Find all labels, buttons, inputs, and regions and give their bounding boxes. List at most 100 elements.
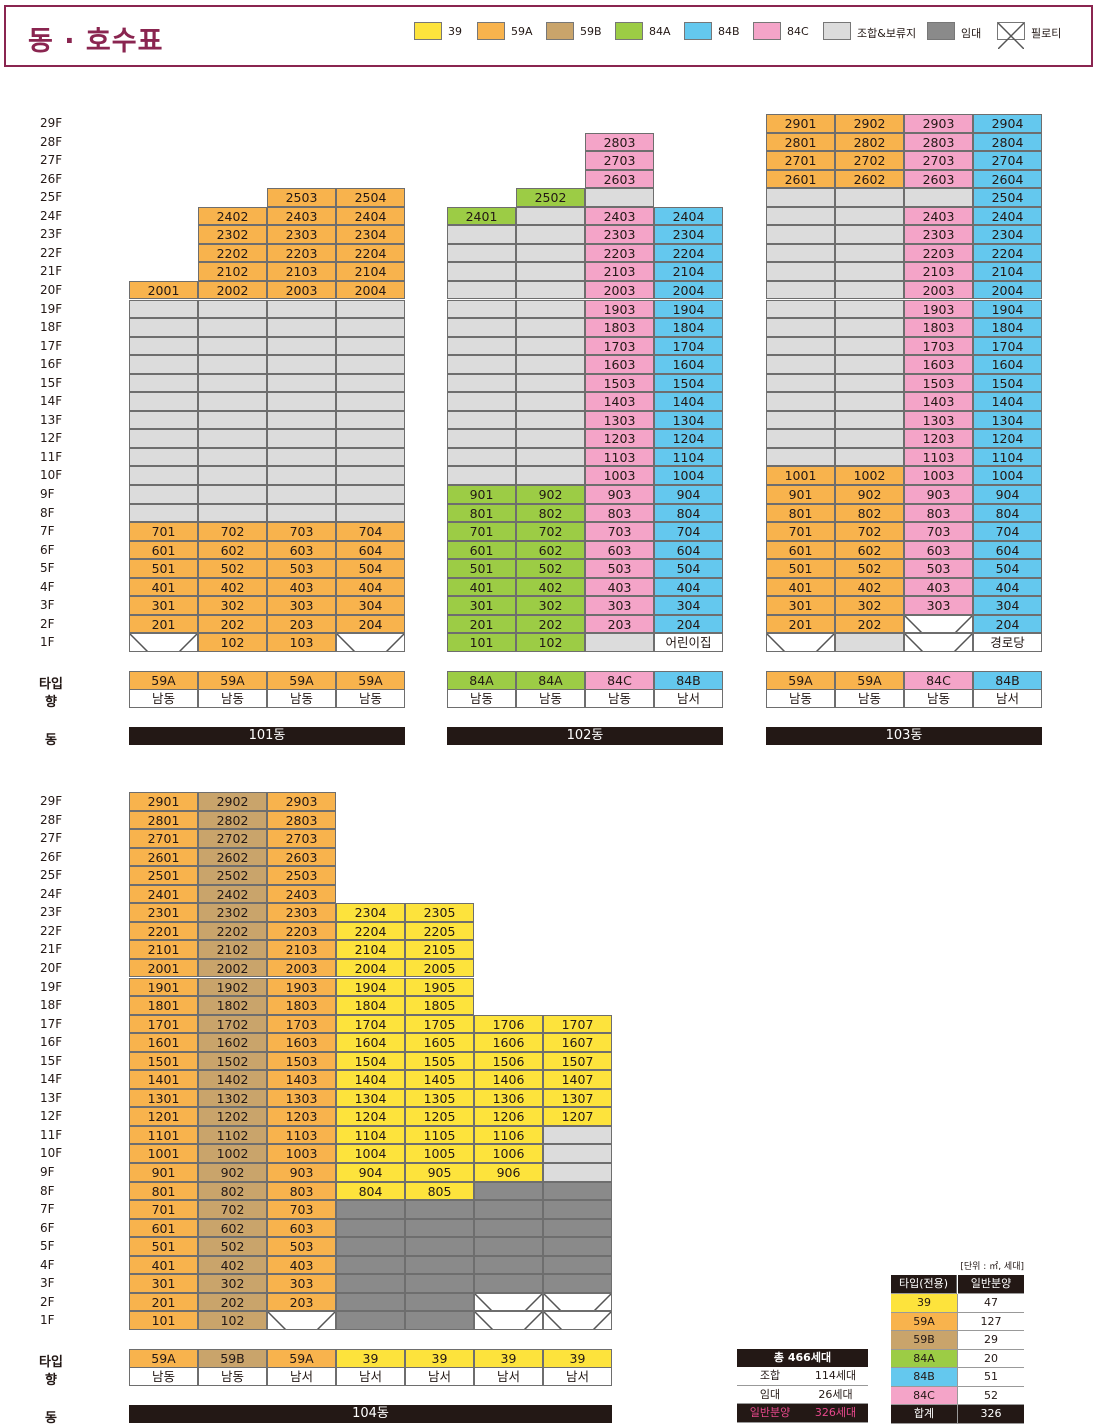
unit-cell: 602 bbox=[198, 1218, 267, 1238]
unit-cell: 501 bbox=[129, 559, 198, 578]
unit-cell bbox=[198, 318, 267, 337]
unit-cell bbox=[835, 410, 904, 430]
unit-cell: 201 bbox=[129, 1292, 198, 1312]
unit-cell: 903 bbox=[267, 1163, 336, 1182]
legend-swatch bbox=[927, 22, 955, 40]
floor-label: 12F bbox=[40, 431, 63, 446]
floor-label: 5F bbox=[40, 1239, 55, 1254]
unit-cell bbox=[405, 1274, 474, 1293]
unit-cell: 1104 bbox=[973, 447, 1042, 467]
type-cell: 59A bbox=[267, 1349, 336, 1368]
unit-cell: 1304 bbox=[973, 410, 1042, 430]
unit-cell bbox=[543, 1181, 612, 1201]
unit-cell: 1201 bbox=[129, 1107, 198, 1126]
unit-cell: 703 bbox=[904, 522, 973, 541]
unit-cell: 1404 bbox=[336, 1070, 405, 1089]
unit-cell: 1106 bbox=[474, 1125, 543, 1145]
floor-label: 13F bbox=[40, 1090, 63, 1105]
legend-label: 39 bbox=[448, 25, 462, 38]
direction-cell: 남서 bbox=[336, 1367, 405, 1386]
unit-cell: 1102 bbox=[198, 1125, 267, 1145]
unit-cell bbox=[766, 447, 835, 467]
unit-cell bbox=[766, 243, 835, 263]
type-cell: 39 bbox=[474, 1349, 543, 1368]
unit-cell: 101 bbox=[129, 1311, 198, 1330]
unit-cell: 601 bbox=[766, 540, 835, 560]
unit-cell: 601 bbox=[129, 540, 198, 560]
unit-cell: 2003 bbox=[267, 958, 336, 978]
piloti-cell bbox=[474, 1311, 543, 1330]
unit-cell bbox=[835, 336, 904, 356]
area-value-cell: 326 bbox=[958, 1405, 1024, 1424]
unit-cell: 904 bbox=[654, 485, 723, 504]
unit-cell: 2602 bbox=[198, 847, 267, 867]
unit-cell: 502 bbox=[835, 559, 904, 578]
direction-row-label: 향 bbox=[45, 695, 57, 710]
unit-cell: 2603 bbox=[904, 169, 973, 189]
piloti-cross-icon bbox=[905, 634, 972, 652]
unit-cell bbox=[198, 410, 267, 430]
unit-cell: 1403 bbox=[585, 392, 654, 411]
unit-cell: 802 bbox=[516, 503, 585, 523]
unit-cell: 1004 bbox=[654, 466, 723, 485]
unit-cell bbox=[543, 1125, 612, 1145]
unit-cell: 1404 bbox=[973, 392, 1042, 411]
unit-cell: 1603 bbox=[904, 355, 973, 374]
piloti-cell bbox=[267, 1311, 336, 1330]
unit-cell: 2303 bbox=[585, 225, 654, 244]
unit-cell: 201 bbox=[129, 614, 198, 634]
unit-cell: 803 bbox=[585, 503, 654, 523]
unit-cell: 1101 bbox=[129, 1125, 198, 1145]
unit-cell: 402 bbox=[835, 577, 904, 597]
unit-cell: 903 bbox=[585, 485, 654, 504]
unit-cell: 2204 bbox=[973, 243, 1042, 263]
floor-label: 24F bbox=[40, 886, 63, 901]
unit-cell: 1603 bbox=[585, 355, 654, 374]
unit-cell: 304 bbox=[336, 596, 405, 615]
unit-cell bbox=[336, 299, 405, 319]
unit-cell: 1704 bbox=[973, 336, 1042, 356]
unit-cell: 1903 bbox=[267, 977, 336, 997]
unit-cell: 1904 bbox=[336, 977, 405, 997]
unit-cell: 1304 bbox=[336, 1088, 405, 1108]
legend-label: 59B bbox=[580, 25, 602, 38]
unit-cell bbox=[447, 447, 516, 467]
unit-cell: 1005 bbox=[405, 1144, 474, 1163]
unit-cell: 2904 bbox=[973, 114, 1042, 133]
unit-cell: 704 bbox=[336, 522, 405, 541]
unit-cell: 302 bbox=[835, 596, 904, 615]
direction-cell: 남서 bbox=[543, 1367, 612, 1386]
unit-cell: 1507 bbox=[543, 1051, 612, 1071]
unit-cell: 2803 bbox=[585, 132, 654, 152]
unit-cell: 202 bbox=[516, 614, 585, 634]
floor-label: 7F bbox=[40, 524, 55, 539]
unit-cell: 1204 bbox=[973, 429, 1042, 448]
unit-cell: 703 bbox=[267, 1200, 336, 1219]
unit-cell: 904 bbox=[336, 1163, 405, 1182]
unit-cell bbox=[835, 225, 904, 244]
unit-note: [단위 : ㎡, 세대] bbox=[960, 1262, 1024, 1272]
unit-cell bbox=[336, 392, 405, 411]
unit-cell: 804 bbox=[336, 1181, 405, 1201]
unit-cell: 2304 bbox=[654, 225, 723, 244]
unit-cell: 603 bbox=[267, 540, 336, 560]
unit-cell bbox=[336, 447, 405, 467]
type-cell: 84C bbox=[585, 671, 654, 690]
unit-cell: 202 bbox=[198, 1292, 267, 1312]
unit-cell: 2403 bbox=[267, 884, 336, 904]
piloti-cross-icon bbox=[998, 23, 1024, 49]
direction-row-label: 향 bbox=[45, 1373, 57, 1388]
unit-cell: 402 bbox=[516, 577, 585, 597]
unit-cell bbox=[405, 1237, 474, 1256]
unit-cell bbox=[835, 392, 904, 411]
unit-cell: 1307 bbox=[543, 1088, 612, 1108]
unit-cell bbox=[129, 373, 198, 393]
floor-label: 21F bbox=[40, 942, 63, 957]
unit-cell: 503 bbox=[267, 559, 336, 578]
unit-cell: 2704 bbox=[973, 151, 1042, 170]
unit-cell: 2003 bbox=[904, 280, 973, 300]
unit-cell: 904 bbox=[973, 485, 1042, 504]
unit-cell: 1003 bbox=[267, 1144, 336, 1163]
unit-cell bbox=[835, 299, 904, 319]
unit-cell: 1601 bbox=[129, 1033, 198, 1052]
